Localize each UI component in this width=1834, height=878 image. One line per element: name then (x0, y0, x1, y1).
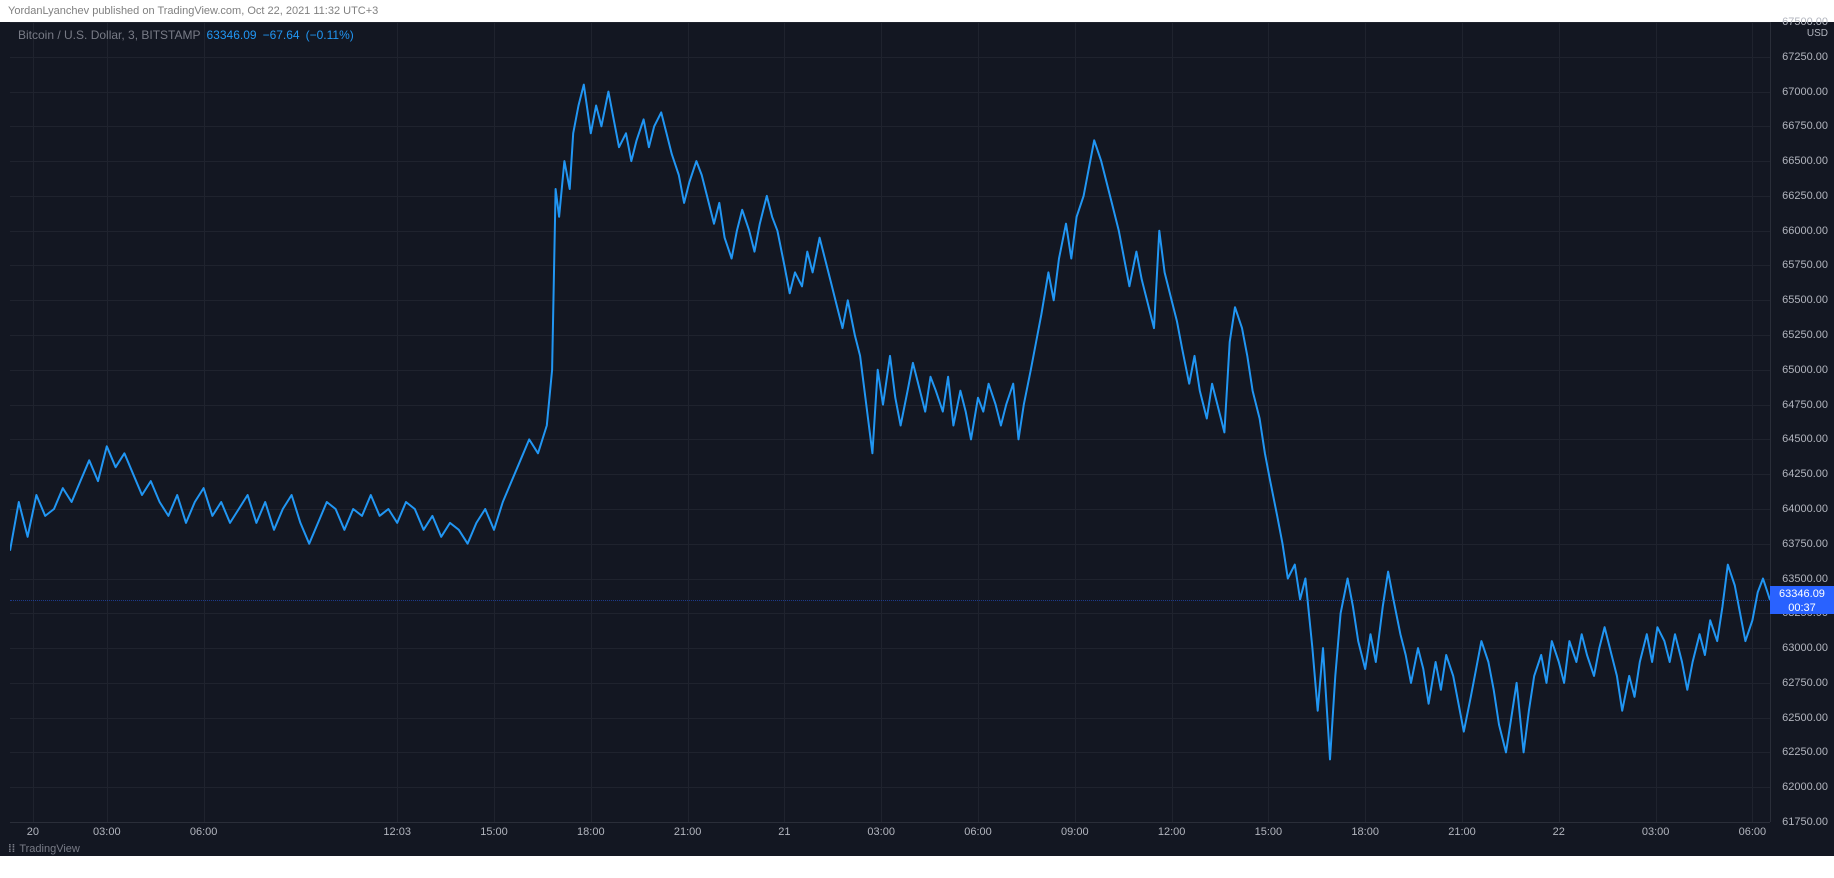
x-tick-label: 03:00 (1642, 826, 1670, 838)
x-tick-label: 06:00 (190, 826, 218, 838)
x-tick-label: 12:00 (1158, 826, 1186, 838)
y-tick-label: 64750.00 (1782, 399, 1828, 411)
publish-header: YordanLyanchev published on TradingView.… (0, 0, 1834, 22)
x-tick-label: 22 (1553, 826, 1565, 838)
x-tick-label: 03:00 (867, 826, 895, 838)
y-tick-label: 62250.00 (1782, 746, 1828, 758)
y-tick-label: 66500.00 (1782, 155, 1828, 167)
chart-plot-area[interactable]: Bitcoin / U.S. Dollar, 3, BITSTAMP 63346… (10, 22, 1770, 822)
y-tick-label: 67500.00 (1782, 16, 1828, 28)
symbol-change-abs: −67.64 (263, 28, 300, 42)
symbol-info-row: Bitcoin / U.S. Dollar, 3, BITSTAMP 63346… (18, 28, 354, 42)
chart-container: Bitcoin / U.S. Dollar, 3, BITSTAMP 63346… (0, 22, 1834, 856)
y-tick-label: 66250.00 (1782, 190, 1828, 202)
current-price-tag: 63346.09 00:37 (1770, 586, 1834, 614)
y-tick-label: 63750.00 (1782, 538, 1828, 550)
x-tick-label: 21:00 (674, 826, 702, 838)
x-tick-label: 09:00 (1061, 826, 1089, 838)
symbol-price: 63346.09 (207, 28, 257, 42)
y-tick-label: 62500.00 (1782, 712, 1828, 724)
tradingview-logo-icon: ᠋⁞⁞ (8, 843, 15, 855)
x-tick-label: 15:00 (1255, 826, 1283, 838)
y-tick-label: 65250.00 (1782, 329, 1828, 341)
x-tick-label: 06:00 (1739, 826, 1767, 838)
y-tick-label: 67000.00 (1782, 86, 1828, 98)
y-tick-label: 62750.00 (1782, 677, 1828, 689)
y-axis-currency: USD (1807, 28, 1828, 39)
x-axis: 20 03:00 06:00 12:03 15:00 18:00 21:00 21 03:00 0… (10, 822, 1770, 842)
price-tag-value: 63346.09 (1770, 587, 1834, 601)
x-tick-label: 15:00 (480, 826, 508, 838)
tradingview-brand: ᠋⁞⁞ TradingView (8, 842, 80, 856)
x-tick-label: 21:00 (1448, 826, 1476, 838)
y-tick-label: 66750.00 (1782, 120, 1828, 132)
symbol-pair: Bitcoin / U.S. Dollar, 3, BITSTAMP (18, 28, 201, 42)
y-axis: USD 63346.09 00:37 61750.0062000.0062250… (1770, 22, 1834, 822)
price-tag-countdown: 00:37 (1770, 601, 1834, 615)
y-tick-label: 64500.00 (1782, 433, 1828, 445)
y-tick-label: 61750.00 (1782, 816, 1828, 828)
x-tick-label: 06:00 (964, 826, 992, 838)
y-tick-label: 67250.00 (1782, 51, 1828, 63)
x-tick-label: 12:03 (383, 826, 411, 838)
x-tick-label: 20 (27, 826, 39, 838)
symbol-change-pct: (−0.11%) (306, 28, 354, 42)
x-tick-label: 03:00 (93, 826, 121, 838)
y-tick-label: 64250.00 (1782, 468, 1828, 480)
y-tick-label: 63000.00 (1782, 642, 1828, 654)
y-tick-label: 65000.00 (1782, 364, 1828, 376)
x-tick-label: 21 (778, 826, 790, 838)
x-tick-label: 18:00 (1351, 826, 1379, 838)
price-line-path (10, 22, 1770, 822)
publish-text: YordanLyanchev published on TradingView.… (8, 5, 378, 17)
y-tick-label: 64000.00 (1782, 503, 1828, 515)
y-tick-label: 62000.00 (1782, 781, 1828, 793)
tradingview-brand-text: TradingView (19, 843, 80, 855)
y-tick-label: 63500.00 (1782, 573, 1828, 585)
x-tick-label: 18:00 (577, 826, 605, 838)
y-tick-label: 65500.00 (1782, 294, 1828, 306)
y-tick-label: 66000.00 (1782, 225, 1828, 237)
y-tick-label: 65750.00 (1782, 259, 1828, 271)
